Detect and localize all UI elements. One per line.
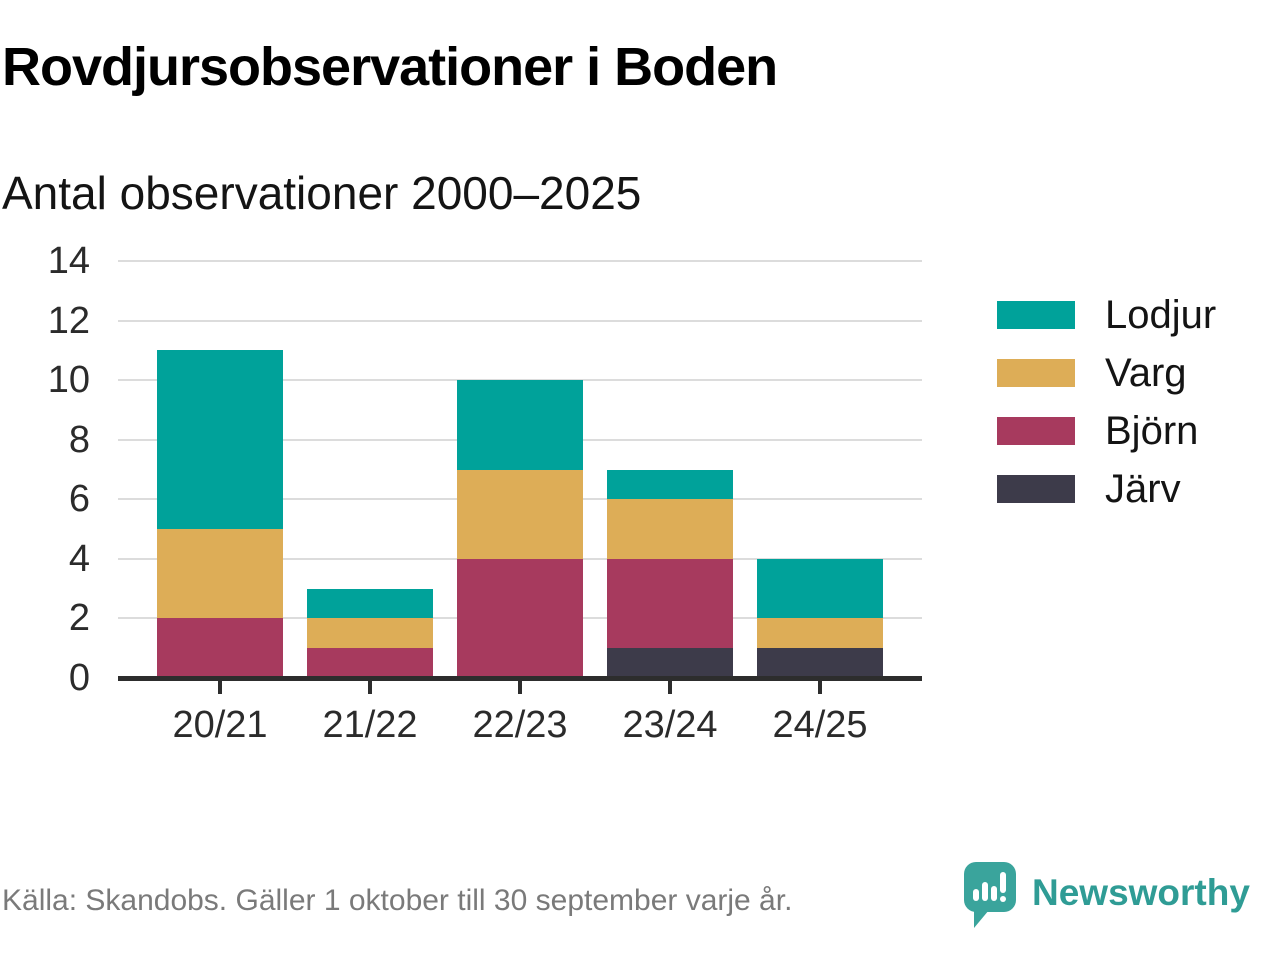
y-tick-label-8: 8 [68, 418, 90, 461]
source-note: Källa: Skandobs. Gäller 1 oktober till 3… [2, 884, 793, 917]
y-tick-label-10: 10 [47, 359, 90, 402]
bar-segment-jarv-24-25 [757, 648, 883, 678]
bar-segment-lodjur-21-22 [307, 588, 433, 619]
y-tick-label-0: 0 [68, 657, 90, 699]
bar-segment-lodjur-23-24 [607, 469, 733, 500]
bar-segment-bjorn-23-24 [607, 558, 733, 649]
bar-segment-bjorn-20-21 [157, 618, 283, 678]
bar-segment-lodjur-24-25 [757, 558, 883, 619]
legend-label-varg: Varg [1105, 350, 1187, 395]
legend-item-bjorn: Björn [997, 409, 1216, 453]
bar-segment-varg-21-22 [307, 618, 433, 649]
x-tick-22-23 [518, 681, 522, 694]
x-tick-23-24 [668, 681, 672, 694]
legend-swatch-lodjur [997, 301, 1075, 329]
newsworthy-logo-icon [964, 862, 1016, 928]
bar-segment-bjorn-22-23 [457, 558, 583, 678]
bar-segment-varg-24-25 [757, 618, 883, 649]
y-tick-label-12: 12 [47, 299, 90, 342]
y-tick-label-4: 4 [68, 537, 90, 580]
legend-label-jarv: Järv [1105, 466, 1181, 511]
chart-title: Rovdjursobservationer i Boden [2, 37, 778, 97]
bar-segment-varg-22-23 [457, 469, 583, 559]
bar-segment-lodjur-20-21 [157, 350, 283, 530]
legend-swatch-jarv [997, 475, 1075, 503]
x-tick-label-21-22: 21/22 [322, 704, 418, 746]
y-tick-label-6: 6 [68, 478, 90, 521]
brand: Newsworthy [964, 862, 1250, 930]
y-tick-label-14: 14 [47, 240, 90, 282]
gridline-y-12 [118, 319, 922, 322]
legend-item-jarv: Järv [997, 467, 1216, 511]
legend-swatch-bjorn [997, 417, 1075, 445]
bar-segment-jarv-23-24 [607, 648, 733, 678]
bar-segment-lodjur-22-23 [457, 380, 583, 470]
x-axis-line [118, 676, 922, 681]
brand-name: Newsworthy [1032, 872, 1250, 913]
legend-swatch-varg [997, 359, 1075, 387]
bar-segment-varg-23-24 [607, 499, 733, 559]
legend-label-lodjur: Lodjur [1105, 292, 1217, 337]
gridline-y-14 [118, 260, 922, 262]
x-tick-label-20-21: 20/21 [172, 704, 268, 746]
x-tick-20-21 [218, 681, 222, 694]
chart-subtitle: Antal observationer 2000–2025 [2, 167, 642, 219]
y-tick-label-2: 2 [68, 597, 90, 640]
x-tick-label-23-24: 23/24 [622, 704, 718, 746]
bar-segment-bjorn-21-22 [307, 648, 433, 678]
legend-label-bjorn: Björn [1105, 408, 1199, 453]
legend: Lodjur Varg Björn Järv [997, 293, 1216, 533]
legend-item-lodjur: Lodjur [997, 293, 1216, 337]
x-tick-21-22 [368, 681, 372, 694]
x-tick-label-22-23: 22/23 [472, 704, 568, 746]
bar-segment-varg-20-21 [157, 529, 283, 619]
plot-area [118, 260, 922, 678]
x-tick-label-24-25: 24/25 [772, 704, 868, 746]
legend-item-varg: Varg [997, 351, 1216, 395]
x-tick-24-25 [818, 681, 822, 694]
